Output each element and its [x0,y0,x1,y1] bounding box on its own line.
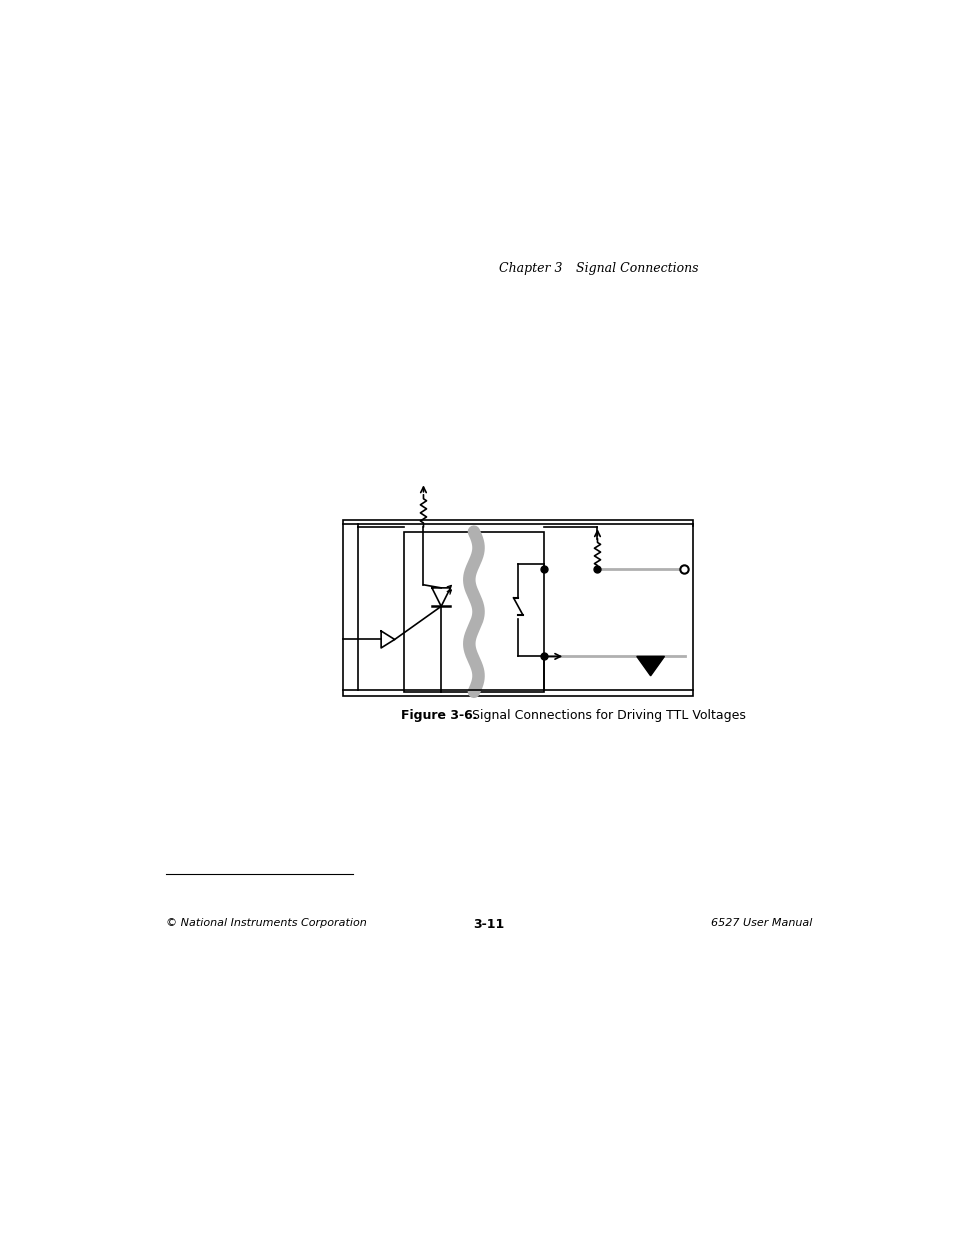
Text: Signal Connections for Driving TTL Voltages: Signal Connections for Driving TTL Volta… [464,709,745,721]
Text: 6527 User Manual: 6527 User Manual [710,918,811,929]
Text: Signal Connections: Signal Connections [576,262,698,275]
Text: 3-11: 3-11 [473,918,504,931]
Text: Chapter 3: Chapter 3 [498,262,562,275]
Polygon shape [636,656,664,676]
Text: Figure 3-6.: Figure 3-6. [400,709,477,721]
Bar [404,531,543,692]
Bar [342,520,692,697]
Text: © National Instruments Corporation: © National Instruments Corporation [166,918,366,929]
